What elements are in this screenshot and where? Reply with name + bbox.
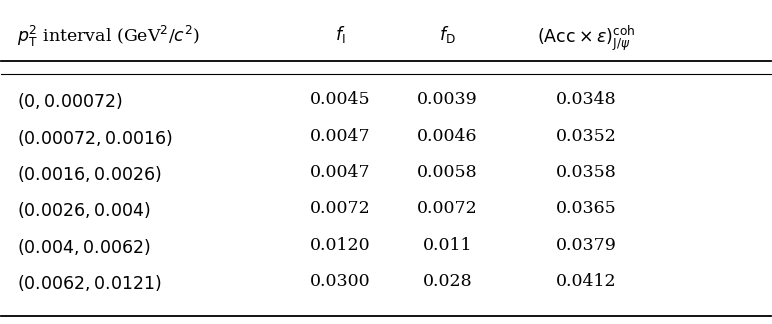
Text: 0.011: 0.011 [423, 237, 472, 253]
Text: 0.0365: 0.0365 [556, 200, 616, 217]
Text: 0.0358: 0.0358 [556, 164, 616, 181]
Text: $(0.0016,0.0026)$: $(0.0016,0.0026)$ [17, 164, 161, 184]
Text: 0.0047: 0.0047 [310, 128, 370, 145]
Text: 0.0072: 0.0072 [417, 200, 478, 217]
Text: 0.0412: 0.0412 [556, 273, 616, 290]
Text: 0.0072: 0.0072 [310, 200, 371, 217]
Text: $f_{\mathrm{I}}$: $f_{\mathrm{I}}$ [334, 24, 345, 45]
Text: 0.0045: 0.0045 [310, 91, 370, 108]
Text: 0.0352: 0.0352 [556, 128, 616, 145]
Text: $(0,0.00072)$: $(0,0.00072)$ [17, 91, 123, 111]
Text: $f_{\mathrm{D}}$: $f_{\mathrm{D}}$ [439, 24, 456, 45]
Text: $(0.004,0.0062)$: $(0.004,0.0062)$ [17, 237, 151, 257]
Text: $(0.0026,0.004)$: $(0.0026,0.004)$ [17, 200, 151, 220]
Text: 0.0348: 0.0348 [556, 91, 616, 108]
Text: $(\mathrm{Acc}\times\varepsilon)^{\mathrm{coh}}_{\mathrm{J}/\psi}$: $(\mathrm{Acc}\times\varepsilon)^{\mathr… [537, 24, 635, 53]
Text: 0.0379: 0.0379 [556, 237, 616, 253]
Text: 0.028: 0.028 [423, 273, 472, 290]
Text: $(0.00072,0.0016)$: $(0.00072,0.0016)$ [17, 128, 172, 148]
Text: 0.0058: 0.0058 [417, 164, 478, 181]
Text: $p_{\mathrm{T}}^{2}$ interval (GeV$^{2}$/$c^{2}$): $p_{\mathrm{T}}^{2}$ interval (GeV$^{2}$… [17, 24, 200, 49]
Text: 0.0120: 0.0120 [310, 237, 370, 253]
Text: $(0.0062,0.0121)$: $(0.0062,0.0121)$ [17, 273, 161, 293]
Text: 0.0047: 0.0047 [310, 164, 370, 181]
Text: 0.0300: 0.0300 [310, 273, 370, 290]
Text: 0.0039: 0.0039 [417, 91, 478, 108]
Text: 0.0046: 0.0046 [418, 128, 478, 145]
